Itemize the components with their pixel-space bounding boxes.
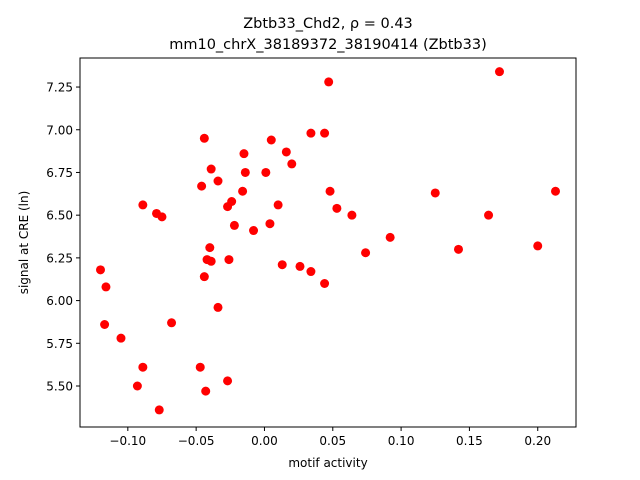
y-tick-label: 7.25 [46, 81, 73, 95]
data-point [325, 186, 335, 196]
y-tick-label: 6.25 [46, 251, 73, 265]
data-point [229, 220, 239, 230]
data-point [430, 188, 440, 198]
data-point [96, 265, 105, 275]
x-tick-label: 0.15 [456, 434, 483, 448]
data-point [213, 302, 223, 312]
data-point [206, 164, 216, 174]
y-axis-ticks: 5.50 5.75 6.00 6.25 6.50 6.75 7.00 7.25 [46, 81, 80, 394]
data-point [287, 159, 297, 169]
data-point [347, 210, 357, 220]
data-point [199, 133, 209, 143]
data-point [238, 186, 248, 196]
data-point [138, 362, 148, 372]
data-point [320, 128, 330, 138]
data-point [224, 255, 234, 265]
data-point [205, 243, 215, 253]
data-point [197, 181, 207, 191]
data-point [273, 200, 283, 210]
data-point [199, 272, 209, 282]
data-points [96, 67, 560, 415]
y-tick-label: 7.00 [46, 123, 73, 137]
data-point [101, 282, 111, 292]
data-point [551, 186, 560, 196]
data-point [132, 381, 142, 391]
data-point [484, 210, 494, 220]
data-point [206, 256, 216, 266]
y-tick-label: 6.50 [46, 209, 73, 223]
data-point [306, 128, 316, 138]
data-point [277, 260, 287, 270]
x-tick-label: 0.05 [319, 434, 346, 448]
y-tick-label: 5.50 [46, 380, 73, 394]
data-point [195, 362, 205, 372]
data-point [100, 320, 110, 329]
data-point [116, 333, 126, 343]
data-point [295, 261, 305, 271]
y-tick-label: 5.75 [46, 337, 73, 351]
x-axis-ticks: −0.10 −0.05 0.00 0.05 0.10 0.15 0.20 [109, 427, 551, 448]
x-tick-label: 0.20 [524, 434, 551, 448]
data-point [249, 226, 259, 236]
data-point [138, 200, 148, 210]
data-point [332, 203, 342, 213]
data-point [240, 167, 250, 177]
data-point [154, 405, 164, 415]
data-point [306, 267, 316, 277]
chart-subtitle: mm10_chrX_38189372_38190414 (Zbtb33) [169, 37, 487, 53]
y-tick-label: 6.00 [46, 294, 73, 308]
data-point [213, 176, 223, 186]
data-point [533, 241, 543, 251]
x-tick-label: −0.10 [109, 434, 146, 448]
data-point [201, 386, 211, 396]
data-point [266, 135, 276, 145]
data-point [324, 77, 334, 87]
data-point [223, 376, 233, 386]
data-point [157, 212, 167, 222]
plot-frame [79, 57, 577, 428]
data-point [167, 318, 177, 328]
data-point [239, 149, 249, 159]
y-tick-label: 6.75 [46, 166, 73, 180]
data-point [261, 167, 271, 177]
data-point [361, 248, 371, 258]
data-point [227, 197, 237, 206]
data-point [494, 67, 504, 77]
x-axis-label: motif activity [288, 456, 367, 470]
y-axis-label: signal at CRE (ln) [17, 191, 31, 295]
chart-title: Zbtb33_Chd2, ρ = 0.43 [243, 16, 413, 32]
x-tick-label: 0.00 [251, 434, 278, 448]
data-point [453, 244, 463, 254]
x-tick-label: 0.10 [388, 434, 415, 448]
data-point [265, 219, 275, 229]
data-point [281, 147, 291, 157]
data-point [320, 279, 330, 288]
data-point [385, 232, 395, 242]
x-tick-label: −0.05 [178, 434, 215, 448]
